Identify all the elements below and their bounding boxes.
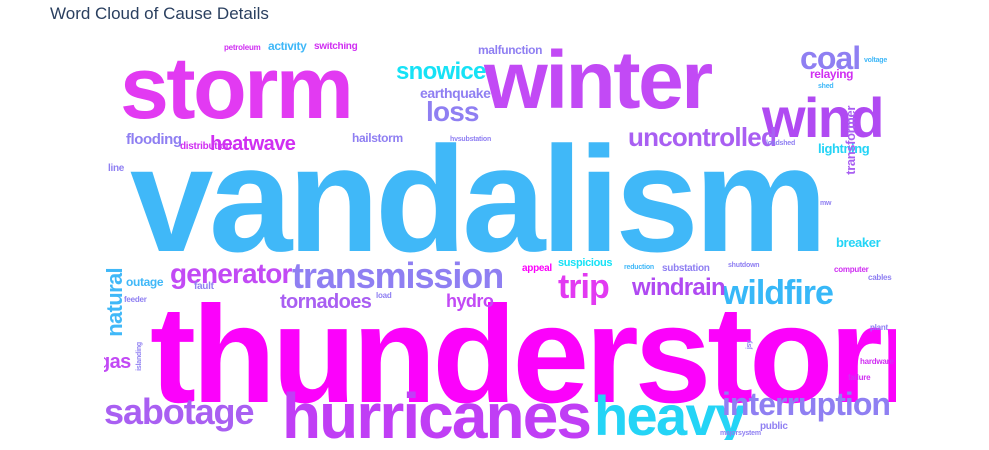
word-trip: trip bbox=[558, 268, 610, 306]
word-heatwave: heatwave bbox=[210, 133, 296, 155]
word-breaker: breaker bbox=[836, 235, 881, 250]
word-generator: generator bbox=[170, 258, 292, 289]
word-substation: substation bbox=[662, 263, 710, 274]
word-activity: activity bbox=[268, 42, 307, 53]
word-interruption: interruption bbox=[722, 386, 891, 422]
word-reduction: reduction bbox=[624, 264, 654, 271]
word-wildfire: wildfire bbox=[722, 274, 834, 312]
word-hvsubstation: hvsubstation bbox=[450, 136, 492, 143]
word-switching: switching bbox=[314, 42, 358, 52]
word-hydro: hydro bbox=[446, 291, 494, 311]
word-loadshed: loadshed bbox=[766, 140, 796, 147]
word-natural: natural bbox=[104, 268, 127, 337]
word-cables: cables bbox=[868, 273, 892, 282]
word-jsy: jsy bbox=[746, 340, 753, 350]
word-gas: gas bbox=[104, 351, 131, 373]
word-majorsystem: majorsystem bbox=[720, 430, 761, 437]
word-plant: plant bbox=[870, 323, 888, 332]
word-hurricanes: hurricanes bbox=[282, 380, 592, 440]
word-earthquake: earthquake bbox=[420, 85, 491, 101]
word-feeder: feeder bbox=[124, 295, 147, 304]
word-winter: winter bbox=[484, 42, 713, 126]
word-vandalism: vandalism bbox=[130, 115, 828, 283]
word-snowice: snowice bbox=[396, 58, 486, 85]
word-suspicious: suspicious bbox=[558, 257, 613, 269]
word-storm: storm bbox=[120, 42, 354, 137]
word-hardware: hardware bbox=[860, 357, 894, 366]
word-coal: coal bbox=[800, 42, 861, 76]
word-computer: computer bbox=[834, 265, 869, 274]
word-line: line bbox=[108, 163, 125, 174]
word-outage: outage bbox=[126, 275, 164, 289]
word-tornadoes: tornadoes bbox=[280, 291, 372, 313]
word-wind: wind bbox=[762, 86, 884, 149]
word-hailstorm: hailstorm bbox=[352, 131, 403, 145]
word-distribution: distribution bbox=[180, 141, 232, 152]
word-load: load bbox=[376, 291, 392, 300]
word-cloud: vandalismthunderstorm storm winter wind hurr… bbox=[104, 42, 896, 440]
word-sabotage: sabotage bbox=[104, 391, 254, 432]
word-public: public bbox=[760, 421, 788, 432]
word-lightning: lightning bbox=[818, 141, 870, 156]
word-uncontrolled: uncontrolled bbox=[628, 122, 777, 152]
word-malfunction: malfunction bbox=[478, 43, 543, 57]
word-relaying: relaying bbox=[810, 67, 854, 81]
word-heavy: heavy bbox=[594, 384, 746, 441]
word-windrain: windrain bbox=[632, 274, 726, 301]
word-shed: shed bbox=[818, 83, 834, 90]
word-petroleum: petroleum bbox=[224, 43, 261, 52]
word-islanding: islanding bbox=[136, 342, 143, 371]
word-voltage: voltage bbox=[864, 57, 888, 64]
word-transformer: transformer bbox=[843, 106, 858, 175]
word-flooding: flooding bbox=[126, 131, 182, 148]
word-transmission: transmission bbox=[292, 255, 504, 296]
word-fault: fault bbox=[194, 281, 214, 292]
word-appeal: appeal bbox=[522, 263, 552, 274]
word-mw: mw bbox=[820, 200, 832, 207]
word-thunderstorm: thunderstorm bbox=[150, 278, 896, 432]
word-shutdown: shutdown bbox=[728, 262, 760, 269]
chart-title: Word Cloud of Cause Details bbox=[50, 4, 269, 23]
word-loss: loss bbox=[426, 96, 480, 127]
word-failure: failure bbox=[848, 373, 871, 382]
